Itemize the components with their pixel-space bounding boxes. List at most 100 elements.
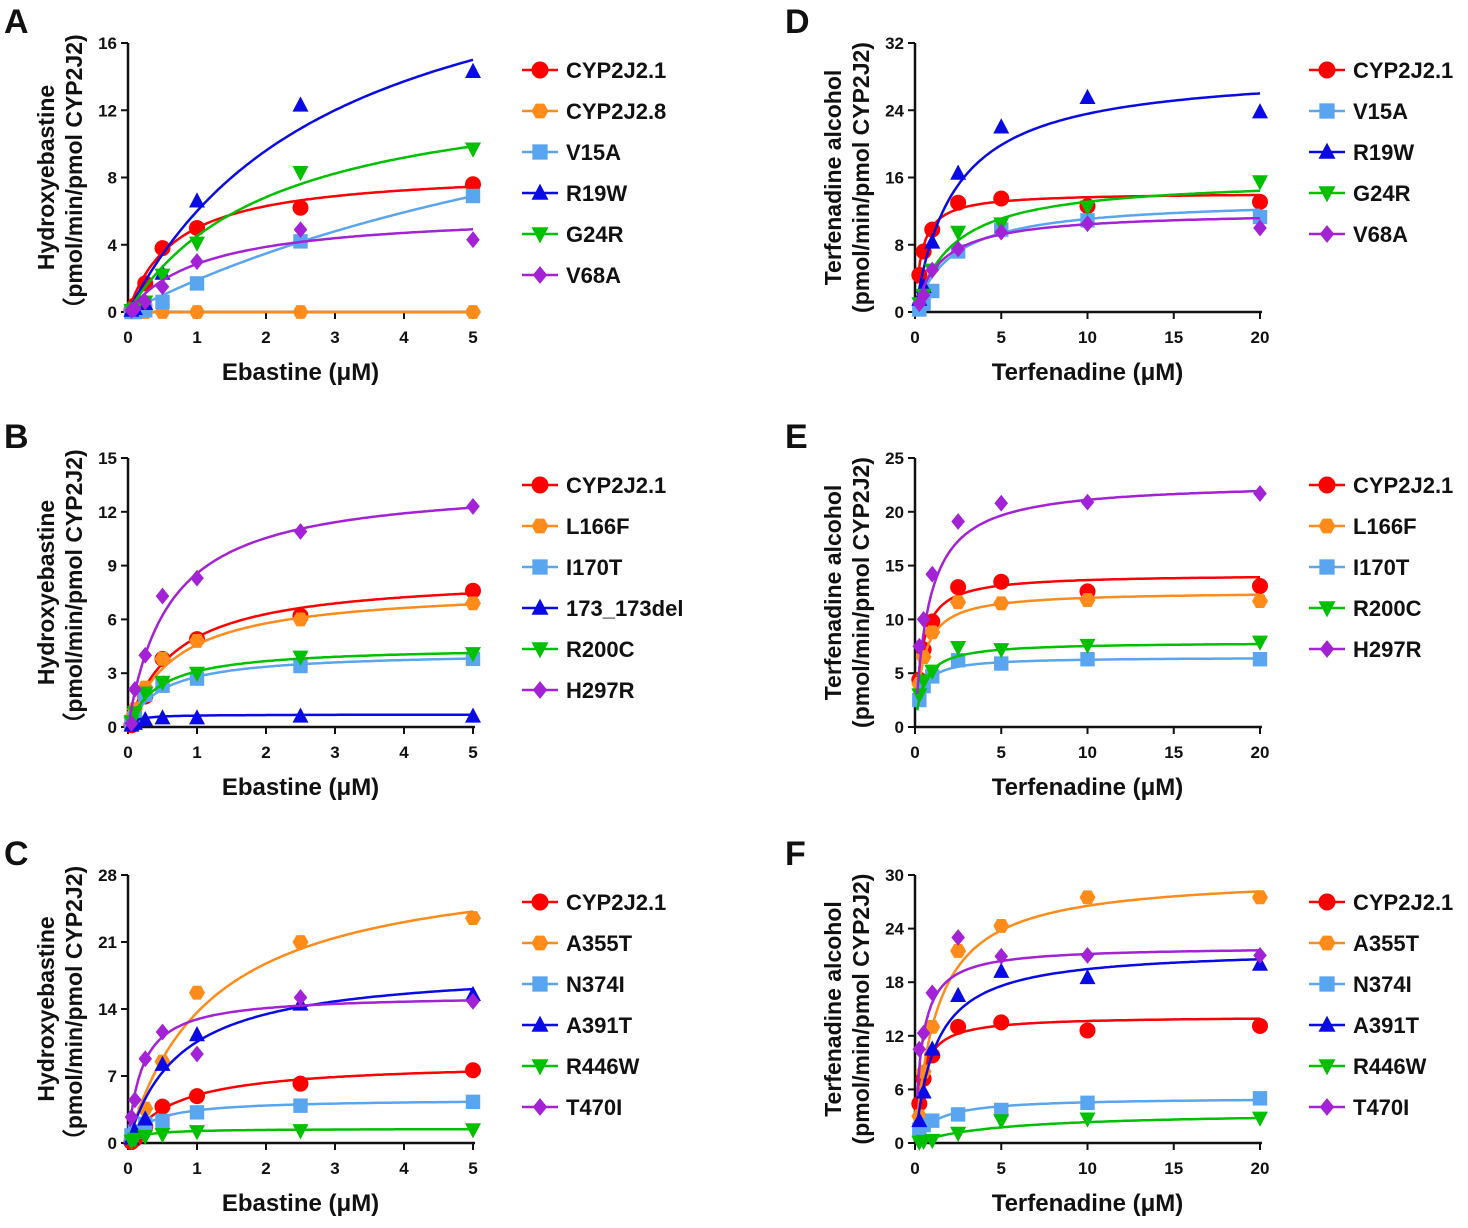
legend-label: V68A [1353, 222, 1408, 247]
fit-curve [128, 999, 474, 1127]
data-point [138, 1050, 153, 1068]
data-point [1079, 638, 1096, 655]
series-g24r [911, 175, 1268, 313]
legend-label: CYP2J2.1 [1353, 890, 1453, 915]
data-point [190, 1045, 204, 1063]
data-point [916, 611, 931, 628]
series-v68a [912, 215, 1267, 312]
legend-label: G24R [1353, 181, 1411, 206]
legend-item: L166F [1309, 514, 1417, 539]
legend-item: R200C [522, 637, 635, 662]
legend-marker [1318, 893, 1336, 911]
data-point [154, 1127, 171, 1144]
data-point [1253, 219, 1267, 237]
data-point [951, 513, 965, 530]
data-point [993, 962, 1010, 978]
y-tick-label: 8 [895, 236, 904, 255]
legend-item: CYP2J2.1 [522, 890, 666, 915]
data-point [189, 1105, 205, 1120]
data-point [1080, 493, 1095, 511]
y-tick-label: 12 [885, 1027, 904, 1046]
data-point [994, 223, 1009, 241]
data-point [950, 640, 967, 657]
legend-marker [1318, 935, 1336, 951]
data-point [1080, 947, 1095, 964]
legend-item: A355T [522, 931, 633, 956]
data-point [155, 278, 170, 296]
legend-label: CYP2J2.8 [566, 99, 666, 124]
legend-marker [531, 61, 549, 79]
legend-marker [531, 183, 549, 200]
x-tick-label: 0 [910, 743, 919, 762]
data-point [950, 579, 967, 596]
legend-label: R200C [1353, 596, 1422, 621]
legend-item: A391T [522, 1013, 633, 1038]
y-tick-label: 9 [108, 557, 117, 576]
y-tick-label: 7 [108, 1067, 117, 1086]
x-tick-label: 4 [399, 1159, 409, 1178]
data-point [292, 1075, 309, 1092]
data-point [155, 1113, 170, 1129]
legend-item: R200C [1309, 596, 1422, 621]
legend-marker [531, 227, 549, 244]
x-tick-label: 10 [1078, 328, 1097, 347]
data-point [924, 1133, 941, 1150]
data-point [466, 498, 480, 515]
data-point [189, 709, 205, 725]
legend-item: CYP2J2.8 [522, 99, 666, 124]
y-tick-label: 32 [885, 34, 904, 53]
fit-curve [915, 890, 1261, 1120]
data-point [137, 711, 154, 727]
data-point [950, 1018, 967, 1035]
legend-marker [1318, 518, 1336, 534]
x-tick-label: 2 [261, 743, 270, 762]
data-point [138, 293, 153, 311]
legend-item: T470I [1309, 1095, 1409, 1120]
y-axis-label-units: （pmol/min/pmol CYP2J2) [61, 866, 87, 1152]
data-point [925, 1113, 940, 1128]
series-cyp2j2-1 [123, 176, 481, 319]
data-point [993, 643, 1010, 659]
legend-marker [531, 518, 549, 534]
x-tick-label: 0 [910, 1159, 919, 1178]
data-point [950, 1107, 966, 1122]
y-tick-label: 14 [98, 1000, 117, 1019]
data-point [154, 1055, 171, 1071]
legend-item: G24R [522, 222, 624, 247]
legend-item: R19W [1309, 140, 1414, 165]
x-tick-label: 20 [1251, 743, 1270, 762]
data-point [293, 1098, 308, 1113]
data-point [1079, 88, 1096, 105]
data-point [993, 1014, 1010, 1031]
x-tick-label: 5 [468, 328, 477, 347]
data-point [994, 947, 1009, 965]
y-tick-label: 24 [885, 920, 904, 939]
data-point [154, 675, 171, 691]
legend-label: I170T [1353, 555, 1410, 580]
legend-item: V68A [522, 263, 621, 288]
data-point [993, 596, 1010, 611]
legend-label: R446W [1353, 1054, 1427, 1079]
data-point [292, 650, 309, 666]
x-tick-label: 5 [468, 1159, 477, 1178]
data-point [293, 658, 308, 674]
data-point [154, 651, 171, 666]
data-point [993, 190, 1010, 207]
data-point [993, 573, 1010, 590]
data-point [154, 240, 171, 257]
data-point [124, 1108, 139, 1126]
fit-curve [128, 987, 474, 1138]
data-point [950, 986, 967, 1002]
x-tick-label: 10 [1078, 743, 1097, 762]
y-tick-label: 0 [108, 718, 117, 737]
data-point [912, 295, 927, 312]
x-tick-label: 0 [123, 743, 132, 762]
legend-marker [532, 976, 548, 992]
legend-item: H297R [1309, 637, 1422, 662]
data-point [154, 1098, 171, 1115]
legend-label: CYP2J2.1 [566, 58, 666, 83]
y-tick-label: 0 [108, 1134, 117, 1153]
data-point [915, 1083, 932, 1099]
